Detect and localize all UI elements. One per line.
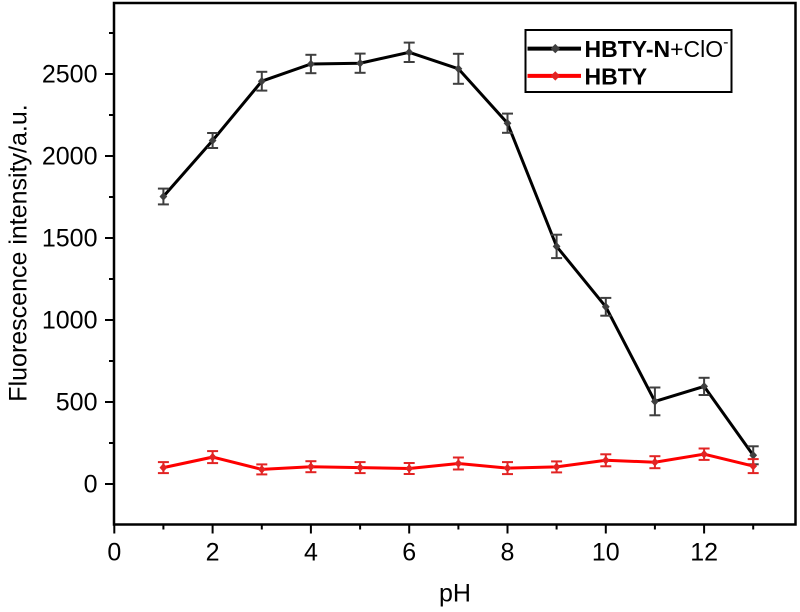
svg-text:6: 6 — [402, 539, 416, 567]
svg-text:pH: pH — [439, 580, 471, 608]
svg-text:1500: 1500 — [42, 225, 98, 253]
svg-text:0: 0 — [107, 539, 121, 567]
svg-text:Fluorescence intensity/a.u.: Fluorescence intensity/a.u. — [5, 104, 33, 401]
svg-text:HBTY-N+ClO-: HBTY-N+ClO- — [585, 34, 729, 62]
svg-text:500: 500 — [56, 389, 98, 417]
svg-text:1000: 1000 — [42, 307, 98, 335]
svg-text:12: 12 — [690, 539, 718, 567]
svg-text:0: 0 — [84, 471, 98, 499]
svg-text:10: 10 — [592, 539, 620, 567]
svg-text:8: 8 — [501, 539, 515, 567]
svg-text:HBTY: HBTY — [585, 64, 648, 90]
svg-text:2500: 2500 — [42, 61, 98, 89]
svg-text:2: 2 — [206, 539, 220, 567]
svg-text:2000: 2000 — [42, 143, 98, 171]
svg-text:4: 4 — [304, 539, 318, 567]
